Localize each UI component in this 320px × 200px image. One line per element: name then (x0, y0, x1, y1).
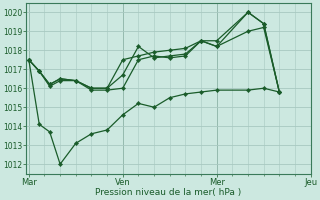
X-axis label: Pression niveau de la mer( hPa ): Pression niveau de la mer( hPa ) (95, 188, 242, 197)
